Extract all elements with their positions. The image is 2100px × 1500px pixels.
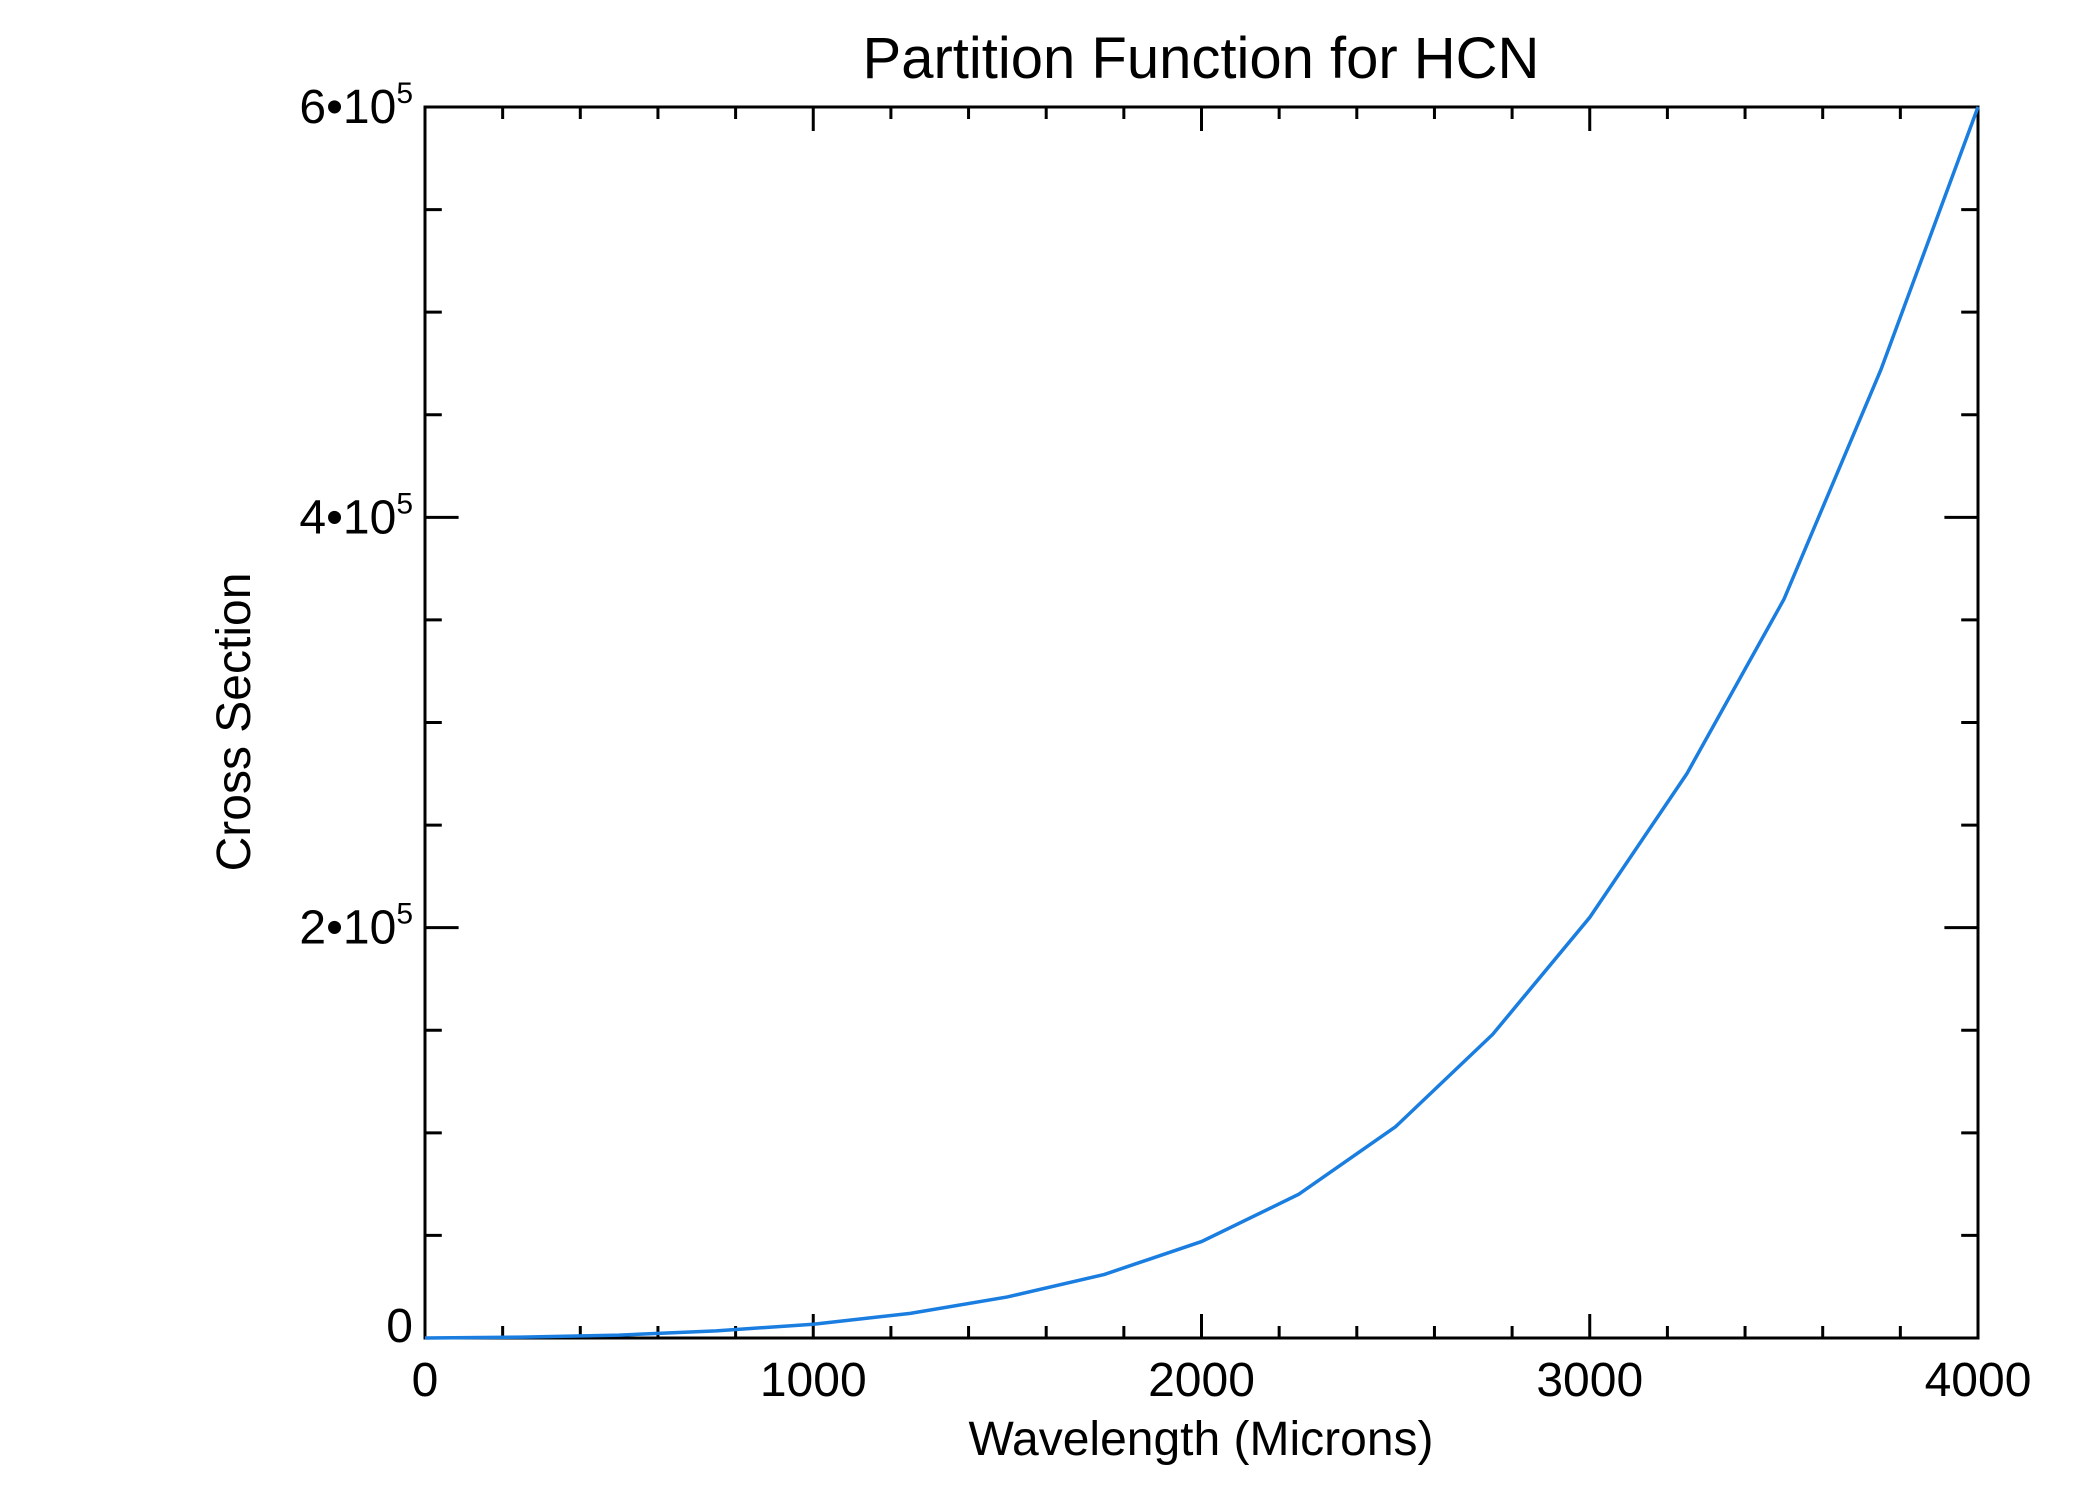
y-axis-ticks	[425, 105, 1978, 1340]
y-tick-label: 0	[386, 1300, 413, 1353]
x-tick-label: 0	[412, 1354, 439, 1407]
x-tick-label: 1000	[760, 1354, 867, 1407]
plot-area: 0 1000 2000 3000 4000 0 2•105 4•105 6•105	[299, 77, 2031, 1407]
y-tick-label: 4•105	[299, 487, 413, 544]
plot-frame	[423, 105, 1980, 1340]
x-axis-tick-labels: 0 1000 2000 3000 4000	[412, 1354, 2032, 1407]
y-tick-label: 6•105	[299, 77, 413, 134]
x-axis-label: Wavelength (Microns)	[968, 1413, 1433, 1466]
series-line	[424, 106, 1980, 1340]
y-tick-label: 2•105	[299, 898, 413, 955]
chart-title: Partition Function for HCN	[863, 26, 1540, 91]
x-tick-label: 2000	[1148, 1354, 1255, 1407]
x-tick-label: 4000	[1925, 1354, 2032, 1407]
x-axis-ticks	[423, 107, 1980, 1338]
y-axis-tick-labels: 0 2•105 4•105 6•105	[299, 77, 413, 1353]
y-axis-label: Cross Section	[208, 573, 261, 872]
x-tick-label: 3000	[1536, 1354, 1643, 1407]
